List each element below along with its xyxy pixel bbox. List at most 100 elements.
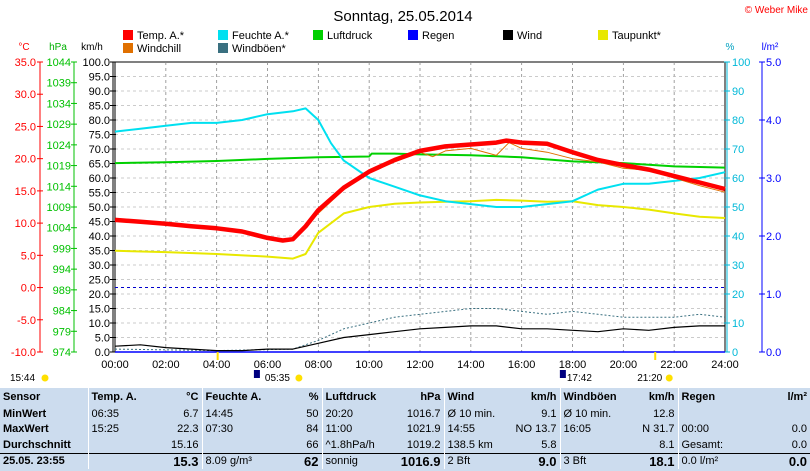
table-row-avg: Durchschnitt 15.16 66 ^1.8hPa/h 1019.2 1…: [0, 437, 810, 453]
sun-icon: [295, 374, 303, 382]
table-cell: 16:05: [559, 421, 622, 437]
legend-label: Temp. A.*: [137, 30, 185, 42]
table-cell: 00:00: [677, 421, 740, 437]
hum-axis-tick-label: 90: [732, 86, 744, 98]
x-tick-label: 02:00: [152, 359, 180, 371]
sun-icon: [41, 374, 49, 382]
table-cell: 9.1: [541, 407, 557, 420]
press-axis-tick-label: 994: [53, 264, 71, 276]
table-cell: MinWert: [3, 407, 47, 420]
wind-axis-tick-label: 85.0: [89, 101, 110, 113]
press-axis-tick-label: 1044: [47, 57, 71, 69]
table-cell: 8.09 g/m³: [201, 452, 264, 469]
wind-axis-tick-label: 15.0: [89, 304, 110, 316]
table-cell: 1021.9: [406, 423, 441, 436]
copyright-label: © Weber Mike: [745, 5, 809, 16]
legend-swatch: [123, 30, 133, 40]
press-axis-tick-label: 974: [53, 347, 71, 359]
table-cell: MaxWert: [3, 423, 49, 436]
table-cell: [559, 437, 622, 453]
legend-swatch: [503, 30, 513, 40]
x-tick-label: 08:00: [305, 359, 333, 371]
table-cell: 84: [306, 423, 319, 436]
temp-axis-tick-label: 0.0: [21, 283, 36, 295]
table-cell: 62: [264, 452, 322, 469]
table-cell: 06:35: [87, 406, 148, 422]
table-row-min: MinWert 06:35 6.7 14:45 50 20:20 1016.7 …: [0, 406, 810, 422]
table-cell: 12.8: [653, 407, 675, 420]
wind-axis-tick-label: 95.0: [89, 72, 110, 84]
table-cell: 2 Bft: [443, 452, 502, 469]
hum-axis-tick-label: 60: [732, 173, 744, 185]
table-header: °C: [186, 391, 199, 403]
table-cell: sonnig: [321, 452, 384, 469]
x-tick-label: 20:00: [610, 359, 638, 371]
legend-label: Windböen*: [232, 43, 287, 55]
wind-axis-tick-label: 25.0: [89, 275, 110, 287]
x-tick-label: 06:00: [254, 359, 282, 371]
chart-title: Sonntag, 25.05.2014: [333, 8, 472, 25]
table-cell: 15.16: [170, 438, 199, 451]
legend-swatch: [218, 30, 228, 40]
x-tick-label: 16:00: [508, 359, 536, 371]
legend-swatch: [218, 43, 228, 53]
dusk-label: 21:20: [637, 373, 662, 384]
wind-axis-tick-label: 80.0: [89, 115, 110, 127]
legend: Temp. A.*Windchill Feuchte A.*Windböen* Lu…: [123, 30, 662, 55]
table-cell: 15.3: [148, 452, 202, 469]
legend-label: Feuchte A.*: [232, 30, 290, 42]
temp-axis-tick-label: 30.0: [15, 89, 36, 101]
series-group: [114, 107, 726, 353]
rain-axis-tick-label: 1.0: [766, 289, 781, 301]
table-cell: 07:30: [201, 421, 264, 437]
table-cell: 1019.2: [406, 438, 441, 451]
table-cell: 18.1: [622, 452, 678, 469]
hum-axis-tick-label: 0: [732, 347, 738, 359]
y-axes: 35.0 30.0 25.0 20.0 15.0 10.0 5.0 0.0 -5.0 -10.0 1…: [11, 57, 781, 359]
table-cell: 0.0: [791, 423, 807, 436]
sun-icon: [665, 374, 673, 382]
table-header: l/m²: [787, 391, 807, 403]
table-header: Luftdruck: [321, 388, 384, 406]
table-cell: NO 13.7: [515, 423, 557, 436]
wind-axis-tick-label: 90.0: [89, 86, 110, 98]
hum-axis-tick-label: 80: [732, 115, 744, 127]
legend-swatch: [598, 30, 608, 40]
table-row-max: MaxWert 15:25 22.3 07:30 84 11:00 1021.9…: [0, 421, 810, 437]
dawn-marker: [216, 352, 219, 360]
rain-axis-tick-label: 4.0: [766, 115, 781, 127]
temp-axis-tick-label: -10.0: [11, 347, 36, 359]
table-cell: 9.0: [502, 452, 560, 469]
table-cell: 20:20: [321, 406, 384, 422]
x-tick-label: 10:00: [355, 359, 383, 371]
hum-axis-tick-label: 20: [732, 289, 744, 301]
table-header: km/h: [530, 391, 557, 403]
hum-axis-tick-label: 50: [732, 202, 744, 214]
legend-swatch: [123, 43, 133, 53]
press-axis-tick-label: 999: [53, 243, 71, 255]
press-unit-label: hPa: [49, 42, 67, 53]
legend-swatch: [313, 30, 323, 40]
table-header: Wind: [443, 388, 502, 406]
x-tick-label: 22:00: [660, 359, 688, 371]
wind-axis-tick-label: 10.0: [89, 318, 110, 330]
wind-axis-tick-label: 100.0: [82, 57, 110, 69]
wind-axis-tick-label: 0.0: [95, 347, 110, 359]
table-cell: Ø 10 min.: [443, 406, 502, 422]
chart-area: Sonntag, 25.05.2014 © Weber Mike Temp. A…: [10, 5, 809, 384]
rain-axis-tick-label: 5.0: [766, 57, 781, 69]
table-cell: 6.7: [183, 407, 199, 420]
table-cell: [677, 406, 740, 422]
table-cell: 138.5 km: [443, 437, 502, 453]
x-tick-label: 00:00: [101, 359, 129, 371]
wind-axis-tick-label: 5.0: [95, 333, 110, 345]
table-cell: 1016.7: [406, 407, 441, 420]
legend-label: Regen: [422, 30, 454, 42]
temp-axis-tick-label: 10.0: [15, 218, 36, 230]
sunset-icon: [559, 370, 566, 378]
table-cell: Durchschnitt: [3, 438, 71, 451]
table-header: Windböen: [559, 388, 622, 406]
legend-label: Taupunkt*: [612, 30, 662, 42]
temp-axis-tick-label: -5.0: [17, 315, 36, 327]
